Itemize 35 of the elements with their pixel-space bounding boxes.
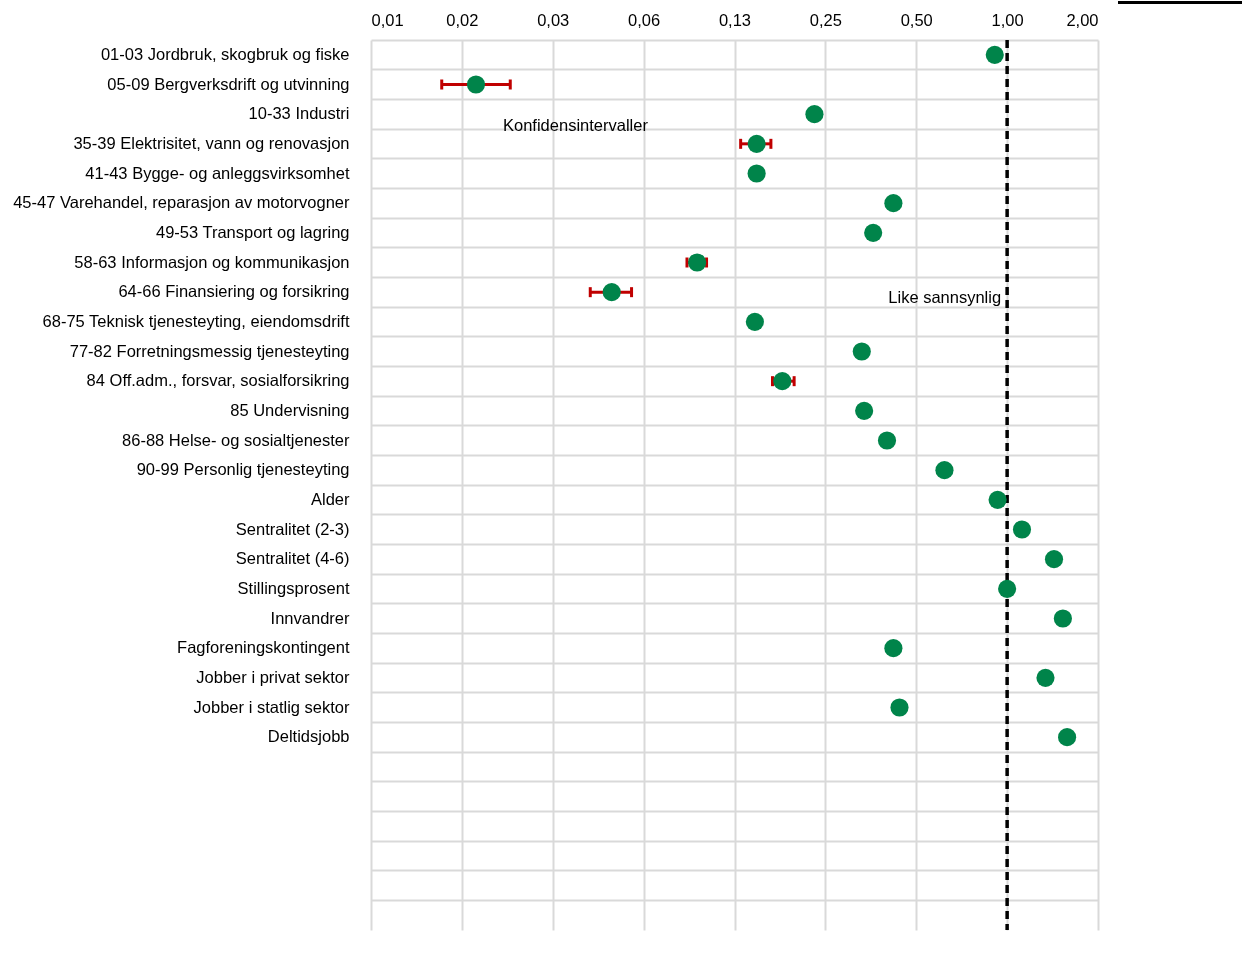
y-tick-label: Stillingsprosent <box>237 578 350 597</box>
y-tick-label: 05-09 Bergverksdrift og utvinning <box>107 74 350 93</box>
y-tick-label: 45-47 Varehandel, reparasjon av motorvogner <box>13 193 350 212</box>
y-tick-label: 10-33 Industri <box>248 104 350 123</box>
x-tick-label: 0,02 <box>446 10 479 29</box>
annotation: Konfidensintervaller <box>503 116 649 134</box>
y-tick-label: 85 Undervisning <box>230 400 350 419</box>
y-tick-label: Innvandrer <box>270 608 350 627</box>
x-tick-label: 2,00 <box>1066 10 1099 29</box>
ref-line-label: Like sannsynlig <box>888 288 1002 306</box>
x-tick-label: 1,00 <box>991 10 1024 29</box>
y-tick-label: Sentralitet (2-3) <box>235 519 350 538</box>
y-tick-label: Jobber i statlig sektor <box>193 697 350 716</box>
y-tick-label: 90-99 Personlig tjenesteyting <box>136 460 350 479</box>
y-tick-label: 41-43 Bygge- og anleggsvirksomhet <box>85 163 350 182</box>
y-tick-label: 68-75 Teknisk tjenesteyting, eiendomsdrift <box>42 311 350 330</box>
y-tick-label: Fagforeningskontingent <box>177 638 350 657</box>
x-tick-label: 0,03 <box>537 10 570 29</box>
y-tick-label: 01-03 Jordbruk, skogbruk og fiske <box>100 44 350 63</box>
y-tick-label: Jobber i privat sektor <box>196 667 350 686</box>
y-tick-label: Sentralitet (4-6) <box>235 549 350 568</box>
y-tick-label: 86-88 Helse- og sosialtjenester <box>122 430 350 449</box>
x-tick-label: 0,25 <box>809 10 842 29</box>
y-tick-label: 64-66 Finansiering og forsikring <box>118 282 350 301</box>
y-tick-label: 77-82 Forretningsmessig tjenesteyting <box>69 341 350 360</box>
x-tick-label: 0,50 <box>900 10 933 29</box>
x-tick-label: 0,01 <box>371 10 404 29</box>
y-tick-label: 49-53 Transport og lagring <box>155 222 350 241</box>
x-tick-label: 0,13 <box>718 10 752 29</box>
y-tick-label: 35-39 Elektrisitet, vann og renovasjon <box>73 133 350 152</box>
y-tick-label: 84 Off.adm., forsvar, sosialforsikring <box>86 371 350 390</box>
y-tick-label: Alder <box>310 489 350 508</box>
y-tick-label: 58-63 Informasjon og kommunikasjon <box>74 252 350 271</box>
x-tick-label: 0,06 <box>628 10 661 29</box>
y-tick-label: Deltidsjobb <box>267 727 350 746</box>
